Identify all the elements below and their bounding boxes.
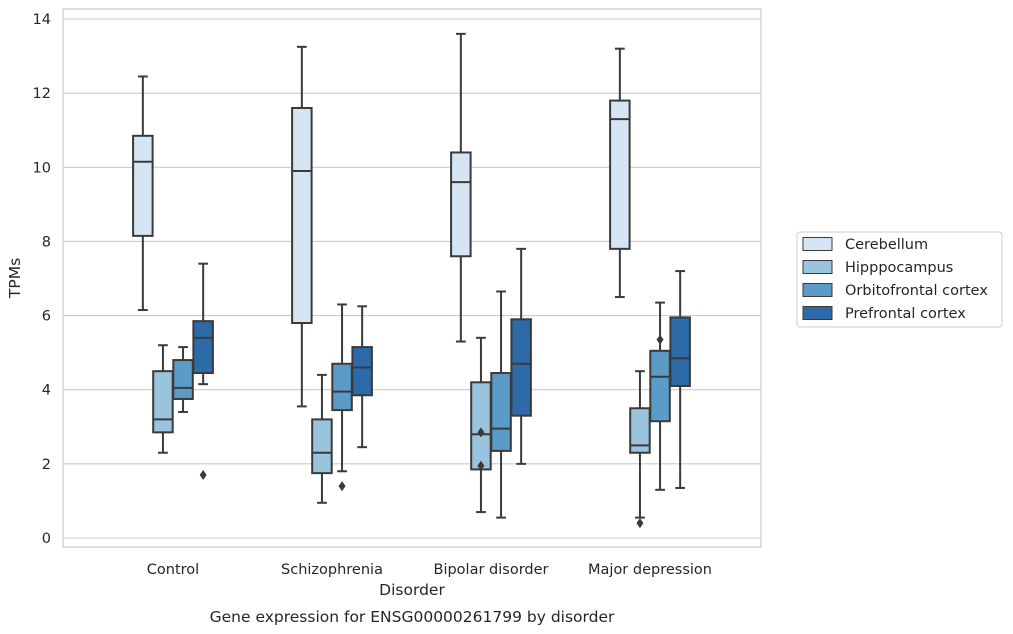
x-tick-label: Control xyxy=(147,562,199,578)
outlier-point xyxy=(636,518,644,529)
box xyxy=(609,47,631,299)
y-tick-label: 6 xyxy=(42,309,51,325)
box xyxy=(172,346,194,413)
box-body xyxy=(311,418,333,475)
box-body xyxy=(510,318,532,417)
legend-label: Orbitofrontal cortex xyxy=(845,283,988,299)
y-axis-label: TPMs xyxy=(6,258,24,299)
box-series xyxy=(132,32,691,529)
box-body xyxy=(609,99,631,250)
box-body xyxy=(172,359,194,400)
chart-title: Gene expression for ENSG00000261799 by d… xyxy=(210,608,615,626)
outlier-point xyxy=(477,460,485,471)
box-body xyxy=(450,151,472,258)
box xyxy=(291,45,313,408)
y-axis-ticks: 0 2 4 6 8 10 12 14 xyxy=(33,12,51,547)
y-tick-label: 0 xyxy=(42,531,51,547)
box xyxy=(450,32,472,343)
box-body xyxy=(490,372,512,452)
legend: Cerebellum Hipppocampus Orbitofrontal cort… xyxy=(796,231,1003,328)
legend-label: Cerebellum xyxy=(845,237,928,253)
box-body xyxy=(291,106,313,324)
box-body xyxy=(351,346,373,397)
box-body xyxy=(669,316,691,388)
legend-label: Hipppocampus xyxy=(845,260,953,276)
outlier-point xyxy=(477,427,485,438)
plot-area-frame xyxy=(62,8,762,548)
outlier-point xyxy=(338,481,346,492)
outlier-point xyxy=(656,334,664,345)
x-tick-label: Schizophrenia xyxy=(281,562,383,578)
legend-label: Prefrontal cortex xyxy=(845,306,966,322)
x-tick-label: Major depression xyxy=(588,562,712,578)
box-body xyxy=(132,134,154,237)
box xyxy=(152,344,174,454)
box xyxy=(351,305,373,449)
y-tick-label: 2 xyxy=(42,457,51,473)
legend-swatch xyxy=(802,237,833,251)
box-body xyxy=(649,349,671,423)
box xyxy=(629,370,651,529)
box xyxy=(132,75,154,312)
y-tick-label: 4 xyxy=(42,383,51,399)
box xyxy=(470,336,492,514)
box xyxy=(649,301,671,491)
box xyxy=(311,373,333,504)
x-axis-label: Disorder xyxy=(379,581,445,599)
legend-swatch xyxy=(802,260,833,274)
box-body xyxy=(152,370,174,434)
y-tick-label: 14 xyxy=(33,12,51,28)
box-body xyxy=(629,407,651,454)
legend-frame xyxy=(796,231,1003,328)
outlier-point xyxy=(199,469,207,480)
box-body xyxy=(470,381,492,471)
legend-swatch xyxy=(802,306,833,320)
legend-swatch xyxy=(802,283,833,297)
y-tick-label: 10 xyxy=(33,160,51,176)
box-body xyxy=(331,362,353,412)
x-axis-ticks: Control Schizophrenia Bipolar disorder Majo… xyxy=(147,562,712,578)
y-tick-label: 8 xyxy=(42,234,51,250)
box-body xyxy=(192,320,214,375)
y-tick-label: 12 xyxy=(33,86,51,102)
box xyxy=(510,247,532,465)
x-tick-label: Bipolar disorder xyxy=(434,562,549,578)
box xyxy=(192,262,214,480)
box xyxy=(669,270,691,489)
